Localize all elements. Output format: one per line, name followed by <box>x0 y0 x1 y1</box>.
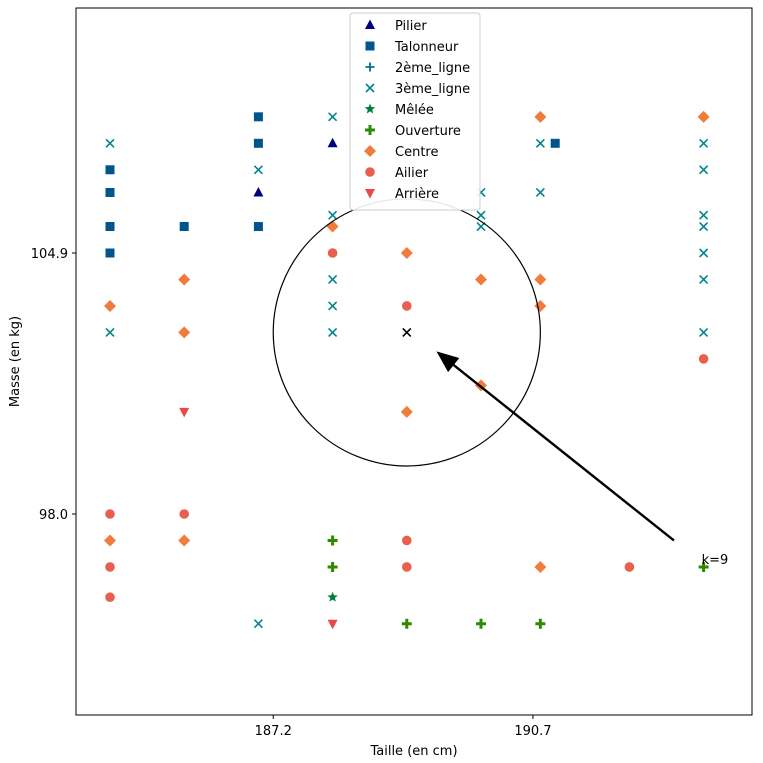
point-3-me-ligne-18 <box>328 327 338 338</box>
x-axis-label: Taille (en cm) <box>369 744 457 759</box>
legend-marker-pilier <box>365 19 375 29</box>
point-pilier-1 <box>327 137 338 148</box>
legend-marker-m-l-e <box>364 103 376 114</box>
arrow-shaft <box>452 364 675 542</box>
point-centre-12 <box>104 534 116 547</box>
point-3-me-ligne-0 <box>328 112 338 122</box>
legend-marker-talonneur <box>365 41 375 51</box>
x-tick-label-1: 190.7 <box>514 724 551 739</box>
legend: Pilier Talonneur 2ème_ligne 3ème_ligne Mêlée… <box>349 12 481 211</box>
legend-marker-2-me-ligne <box>365 62 375 72</box>
legend-label-m-l-e: Mêlée <box>395 103 434 118</box>
point-ailier-0 <box>327 248 338 258</box>
point-talonneur-6 <box>253 222 263 232</box>
point-ailier-1 <box>402 301 412 311</box>
y-tick-label-0: 104.9 <box>31 247 68 262</box>
point-talonneur-0 <box>253 112 263 122</box>
point-centre-1 <box>697 110 710 123</box>
point-3-me-ligne-3 <box>699 138 709 148</box>
point-centre-9 <box>178 326 191 339</box>
point-talonneur-2 <box>105 165 115 175</box>
legend-label-pilier: Pilier <box>395 19 427 34</box>
legend-label-centre: Centre <box>395 145 438 160</box>
legend-box <box>349 12 481 211</box>
point-3-me-ligne-9 <box>476 210 486 220</box>
legend-label-talonneur: Talonneur <box>394 40 459 55</box>
point-ouverture-4 <box>476 618 486 629</box>
point-talonneur-8 <box>550 138 560 148</box>
legend-label-2-me-ligne: 2ème_ligne <box>395 61 470 76</box>
legend-marker-ailier <box>365 167 375 177</box>
point-talonneur-3 <box>105 187 115 197</box>
point-3-me-ligne-10 <box>699 210 709 220</box>
point-talonneur-7 <box>105 248 115 258</box>
point-centre-11 <box>400 405 413 418</box>
legend-marker-arri-re <box>365 189 375 199</box>
point-ailier-5 <box>402 535 412 546</box>
point-pilier-0 <box>253 186 264 197</box>
point-3-me-ligne-1 <box>105 138 115 148</box>
point-ailier-4 <box>179 509 189 519</box>
point-ailier-6 <box>105 562 115 572</box>
legend-label-3-me-ligne: 3ème_ligne <box>395 82 470 97</box>
point-3-me-ligne-17 <box>105 327 115 338</box>
point-3-me-ligne-4 <box>253 165 263 175</box>
point-ouverture-2 <box>698 561 709 572</box>
point-3-me-ligne-13 <box>699 248 709 258</box>
arrow-head <box>436 351 460 373</box>
point-ouverture-1 <box>327 535 338 546</box>
y-tick-label-1: 98.0 <box>39 508 68 523</box>
point-3-me-ligne-7 <box>535 187 545 198</box>
point-ouverture-3 <box>401 618 412 629</box>
point-m-l-e-0 <box>327 591 338 602</box>
point-3-me-ligne-12 <box>699 221 709 232</box>
point-talonneur-5 <box>179 222 189 232</box>
axes: 187.2 190.7 104.9 98.0 <box>31 247 552 739</box>
point-ailier-8 <box>402 562 412 572</box>
point-centre-14 <box>534 560 547 573</box>
legend-marker-centre <box>364 145 376 157</box>
point-centre-0 <box>534 110 547 123</box>
point-arri-re-0 <box>179 407 190 418</box>
point-centre-7 <box>104 299 116 312</box>
point-3-me-ligne-19 <box>699 327 709 338</box>
legend-marker-3-me-ligne <box>365 83 375 93</box>
legend-label-ouverture: Ouverture <box>395 124 461 139</box>
point-ailier-9 <box>105 592 115 603</box>
point-3-me-ligne-20 <box>253 619 263 629</box>
point-ailier-7 <box>624 562 635 572</box>
plot-marks <box>104 110 710 630</box>
point-3-me-ligne-8 <box>328 210 338 220</box>
point-talonneur-4 <box>105 222 115 232</box>
point-3-me-ligne-5 <box>699 165 709 175</box>
plot-overlay: k=9 <box>272 198 729 568</box>
point-centre-13 <box>178 534 191 547</box>
point-3-me-ligne-16 <box>328 301 338 311</box>
point-ailier-3 <box>105 509 115 519</box>
legend-label-ailier: Ailier <box>395 166 429 181</box>
point-centre-4 <box>178 273 191 286</box>
annotation-0: k=9 <box>702 553 729 568</box>
legend-marker-ouverture <box>365 125 375 135</box>
point-arri-re-1 <box>327 619 338 630</box>
plot-frame <box>75 7 753 716</box>
point-ailier-2 <box>698 354 709 364</box>
point-centre-6 <box>534 273 547 286</box>
point-ouverture-5 <box>535 618 546 629</box>
point-centre-5 <box>475 273 487 286</box>
point-3-me-ligne-14 <box>328 274 338 285</box>
legend-label-arri-re: Arrière <box>395 187 439 202</box>
query-point <box>402 327 412 338</box>
point-talonneur-1 <box>253 138 263 148</box>
y-axis-label: Masse (en kg) <box>8 316 23 407</box>
x-tick-label-0: 187.2 <box>255 724 292 739</box>
point-3-me-ligne-2 <box>535 138 545 148</box>
point-ouverture-0 <box>327 561 338 572</box>
point-centre-3 <box>400 247 413 259</box>
point-3-me-ligne-15 <box>699 274 709 285</box>
